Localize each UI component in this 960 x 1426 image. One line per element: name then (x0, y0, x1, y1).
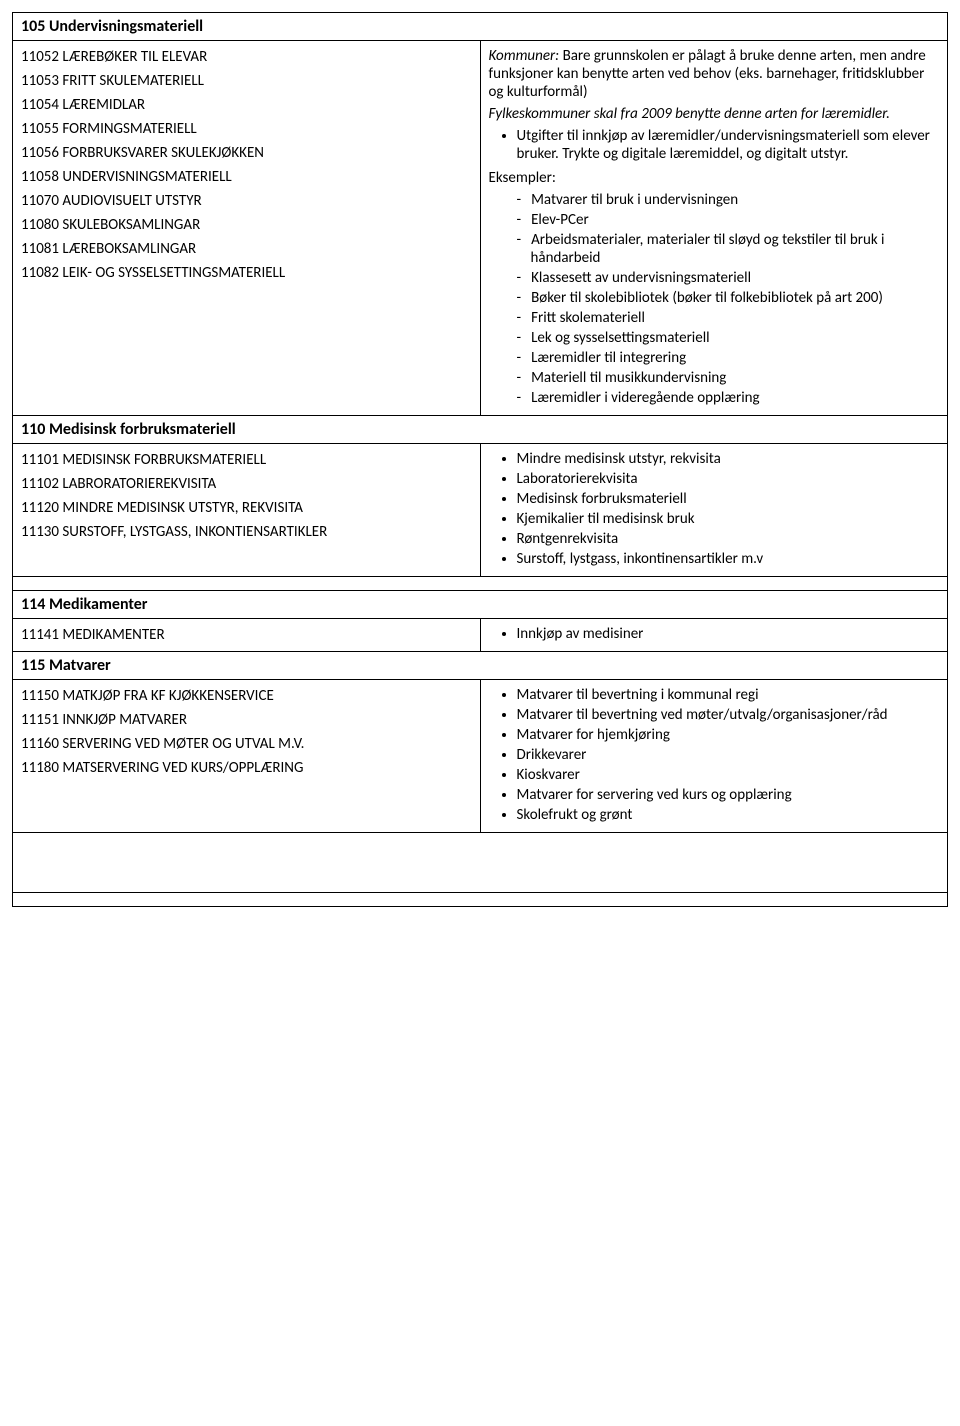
section-105-codes-cell: 11052 LÆREBØKER TIL ELEVAR 11053 FRITT S… (13, 41, 481, 416)
example-item: Materiell til musikkundervisning (517, 369, 940, 387)
example-item: Læremidler i videregående opplæring (517, 389, 940, 407)
bullet-item: Drikkevarer (517, 746, 940, 764)
empty-row (13, 893, 948, 907)
example-item: Arbeidsmaterialer, materialer til sløyd … (517, 231, 940, 267)
empty-cell (13, 833, 948, 893)
code-line: 11054 LÆREMIDLAR (21, 93, 472, 117)
section-105-body-row: 11052 LÆREBØKER TIL ELEVAR 11053 FRITT S… (13, 41, 948, 416)
spacer-cell (13, 577, 948, 591)
desc-bullets: Innkjøp av medisiner (489, 625, 940, 643)
empty-cell (13, 893, 948, 907)
bullet-item: Matvarer til bevertning i kommunal regi (517, 686, 940, 704)
desc-intro-label: Kommuner: (489, 47, 560, 65)
section-105-header-row: 105 Undervisningsmateriell (13, 13, 948, 41)
code-line: 11053 FRITT SKULEMATERIELL (21, 69, 472, 93)
empty-row (13, 833, 948, 893)
code-line: 11101 MEDISINSK FORBRUKSMATERIELL (21, 448, 472, 472)
section-110-title: 110 Medisinsk forbruksmateriell (13, 416, 948, 444)
desc-bullets: Matvarer til bevertning i kommunal regi … (489, 686, 940, 824)
example-item: Læremidler til integrering (517, 349, 940, 367)
example-item: Elev-PCer (517, 211, 940, 229)
bullet-item: Kioskvarer (517, 766, 940, 784)
bullet-item: Medisinsk forbruksmateriell (517, 490, 940, 508)
example-item: Fritt skolemateriell (517, 309, 940, 327)
bullet-item: Røntgenrekvisita (517, 530, 940, 548)
section-110-codes-cell: 11101 MEDISINSK FORBRUKSMATERIELL 11102 … (13, 444, 481, 577)
example-item: Klassesett av undervisningsmateriell (517, 269, 940, 287)
document-table: 105 Undervisningsmateriell 11052 LÆREBØK… (12, 12, 948, 907)
section-114-codes-cell: 11141 MEDIKAMENTER (13, 619, 481, 652)
section-115-codes-cell: 11150 MATKJØP FRA KF KJØKKENSERVICE 1115… (13, 680, 481, 833)
code-line: 11141 MEDIKAMENTER (21, 623, 472, 647)
code-line: 11052 LÆREBØKER TIL ELEVAR (21, 45, 472, 69)
section-115-body-row: 11150 MATKJØP FRA KF KJØKKENSERVICE 1115… (13, 680, 948, 833)
code-line: 11081 LÆREBOKSAMLINGAR (21, 237, 472, 261)
desc-intro2: Fylkeskommuner skal fra 2009 benytte den… (489, 103, 940, 125)
section-110-body-row: 11101 MEDISINSK FORBRUKSMATERIELL 11102 … (13, 444, 948, 577)
code-line: 11160 SERVERING VED MØTER OG UTVAL M.V. (21, 732, 472, 756)
section-110-header-row: 110 Medisinsk forbruksmateriell (13, 416, 948, 444)
bullet-item: Innkjøp av medisiner (517, 625, 940, 643)
examples-label: Eksempler: (489, 167, 940, 189)
code-line: 11070 AUDIOVISUELT UTSTYR (21, 189, 472, 213)
examples-list: Matvarer til bruk i undervisningen Elev-… (489, 191, 940, 407)
bullet-item: Matvarer for hjemkjøring (517, 726, 940, 744)
section-110-desc-cell: Mindre medisinsk utstyr, rekvisita Labor… (480, 444, 948, 577)
code-line: 11082 LEIK- OG SYSSELSETTINGSMATERIELL (21, 261, 472, 285)
section-115-desc-cell: Matvarer til bevertning i kommunal regi … (480, 680, 948, 833)
code-line: 11180 MATSERVERING VED KURS/OPPLÆRING (21, 756, 472, 780)
bullet-item: Mindre medisinsk utstyr, rekvisita (517, 450, 940, 468)
section-114-body-row: 11141 MEDIKAMENTER Innkjøp av medisiner (13, 619, 948, 652)
code-line: 11056 FORBRUKSVARER SKULEKJØKKEN (21, 141, 472, 165)
code-line: 11055 FORMINGSMATERIELL (21, 117, 472, 141)
example-item: Matvarer til bruk i undervisningen (517, 191, 940, 209)
example-item: Bøker til skolebibliotek (bøker til folk… (517, 289, 940, 307)
desc-bullets: Utgifter til innkjøp av læremidler/under… (489, 127, 940, 163)
example-item: Lek og sysselsettingsmateriell (517, 329, 940, 347)
section-114-desc-cell: Innkjøp av medisiner (480, 619, 948, 652)
bullet-item: Surstoff, lystgass, inkontinensartikler … (517, 550, 940, 568)
bullet-item: Laboratorierekvisita (517, 470, 940, 488)
section-114-header-row: 114 Medikamenter (13, 591, 948, 619)
code-line: 11150 MATKJØP FRA KF KJØKKENSERVICE (21, 684, 472, 708)
spacer-row (13, 577, 948, 591)
desc-intro: Kommuner: Bare grunnskolen er pålagt å b… (489, 45, 940, 103)
code-line: 11102 LABRORATORIEREKVISITA (21, 472, 472, 496)
bullet-item: Kjemikalier til medisinsk bruk (517, 510, 940, 528)
code-line: 11120 MINDRE MEDISINSK UTSTYR, REKVISITA (21, 496, 472, 520)
bullet-item: Utgifter til innkjøp av læremidler/under… (517, 127, 940, 163)
code-line: 11151 INNKJØP MATVARER (21, 708, 472, 732)
section-105-title: 105 Undervisningsmateriell (13, 13, 948, 41)
code-line: 11058 UNDERVISNINGSMATERIELL (21, 165, 472, 189)
section-115-header-row: 115 Matvarer (13, 652, 948, 680)
code-line: 11130 SURSTOFF, LYSTGASS, INKONTIENSARTI… (21, 520, 472, 544)
bullet-item: Skolefrukt og grønt (517, 806, 940, 824)
bullet-item: Matvarer for servering ved kurs og opplæ… (517, 786, 940, 804)
bullet-item: Matvarer til bevertning ved møter/utvalg… (517, 706, 940, 724)
section-115-title: 115 Matvarer (13, 652, 948, 680)
section-114-title: 114 Medikamenter (13, 591, 948, 619)
code-line: 11080 SKULEBOKSAMLINGAR (21, 213, 472, 237)
desc-bullets: Mindre medisinsk utstyr, rekvisita Labor… (489, 450, 940, 568)
section-105-desc-cell: Kommuner: Bare grunnskolen er pålagt å b… (480, 41, 948, 416)
